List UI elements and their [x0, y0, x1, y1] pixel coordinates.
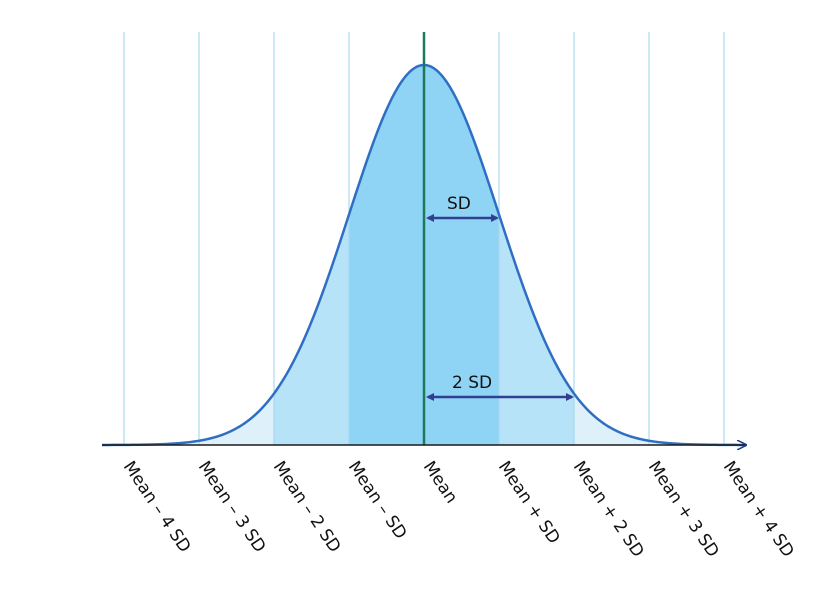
axis-label: Mean + SD: [494, 458, 564, 548]
axis-label: Mean: [419, 458, 461, 508]
axis-label: Mean + 3 SD: [644, 458, 723, 562]
two-sd-label: 2 SD: [452, 373, 492, 393]
sd-gridlines: [123, 32, 725, 445]
axis-labels: Mean – 4 SD Mean – 3 SD Mean – 2 SD Mean – …: [119, 458, 798, 562]
axis-label: Mean – 3 SD: [194, 458, 270, 557]
axis-label: Mean + 2 SD: [569, 458, 648, 562]
sd-label: SD: [447, 194, 471, 214]
axis-label: Mean – 4 SD: [119, 458, 195, 557]
axis-label: Mean + 4 SD: [719, 458, 798, 562]
axis-label: Mean – 2 SD: [269, 458, 345, 557]
axis-label: Mean – SD: [344, 458, 411, 543]
